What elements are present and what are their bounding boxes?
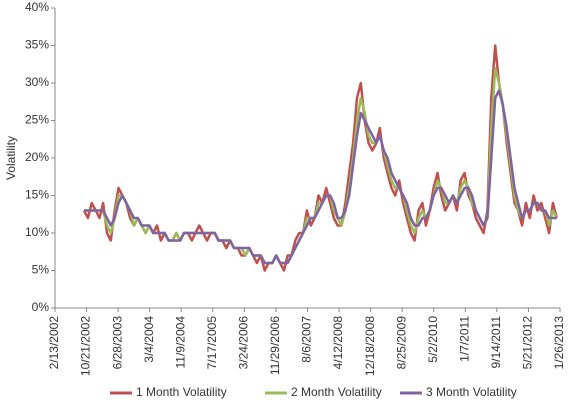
y-tick-label: 5%: [32, 263, 50, 277]
y-axis-title: Volatility: [4, 136, 18, 180]
x-tick-label: 1/7/2011: [457, 316, 471, 362]
x-tick-label: 6/28/2003: [110, 316, 124, 370]
x-tick-label: 10/21/2002: [79, 316, 93, 376]
series-line: [82, 44, 559, 272]
x-tick-label: 2/13/2002: [47, 316, 61, 370]
x-tick-label: 11/9/2004: [173, 316, 187, 369]
x-tick-label: 9/14/2011: [489, 316, 503, 369]
x-tick-label: 7/17/2005: [205, 316, 219, 370]
x-tick-label: 3/4/2004: [142, 316, 156, 363]
y-tick-label: 15%: [25, 188, 49, 202]
y-tick-label: 25%: [25, 113, 49, 127]
y-tick-label: 20%: [25, 150, 49, 164]
legend-label: 2 Month Volatility: [291, 385, 382, 399]
legend-label: 1 Month Volatility: [136, 385, 227, 399]
x-tick-label: 8/25/2009: [394, 316, 408, 370]
series-line: [84, 89, 557, 265]
x-tick-label: 4/12/2008: [331, 316, 345, 370]
x-tick-label: 5/2/2010: [426, 316, 440, 363]
y-tick-label: 35%: [25, 38, 49, 52]
x-tick-label: 8/6/2007: [300, 316, 314, 363]
legend-label: 3 Month Volatility: [426, 385, 517, 399]
y-tick-label: 30%: [25, 75, 49, 89]
x-tick-label: 1/26/2013: [552, 316, 566, 370]
x-tick-label: 11/29/2006: [268, 316, 282, 375]
y-tick-label: 40%: [25, 0, 49, 14]
x-tick-label: 5/21/2012: [521, 316, 535, 370]
y-tick-label: 10%: [25, 225, 49, 239]
x-tick-label: 3/24/2006: [237, 316, 251, 370]
y-tick-label: 0%: [32, 300, 50, 314]
x-tick-label: 12/18/2008: [363, 316, 377, 376]
